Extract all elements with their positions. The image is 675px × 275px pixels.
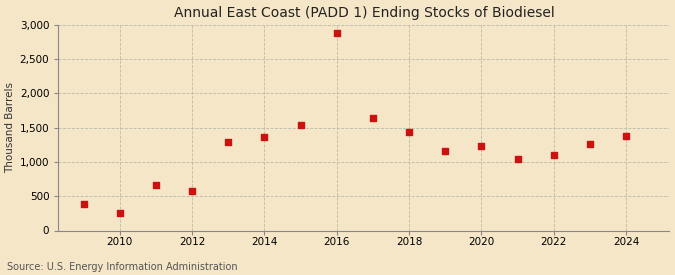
Point	[115, 211, 126, 215]
Point	[476, 144, 487, 148]
Y-axis label: Thousand Barrels: Thousand Barrels	[5, 82, 16, 173]
Point	[187, 189, 198, 194]
Point	[78, 202, 89, 206]
Point	[151, 183, 161, 187]
Point	[585, 142, 595, 146]
Title: Annual East Coast (PADD 1) Ending Stocks of Biodiesel: Annual East Coast (PADD 1) Ending Stocks…	[173, 6, 554, 20]
Point	[512, 157, 523, 161]
Point	[368, 116, 379, 120]
Point	[620, 133, 631, 138]
Point	[223, 139, 234, 144]
Point	[331, 31, 342, 36]
Point	[259, 135, 270, 139]
Point	[440, 148, 451, 153]
Point	[548, 153, 559, 157]
Point	[404, 130, 414, 135]
Text: Source: U.S. Energy Information Administration: Source: U.S. Energy Information Administ…	[7, 262, 238, 272]
Point	[295, 123, 306, 128]
